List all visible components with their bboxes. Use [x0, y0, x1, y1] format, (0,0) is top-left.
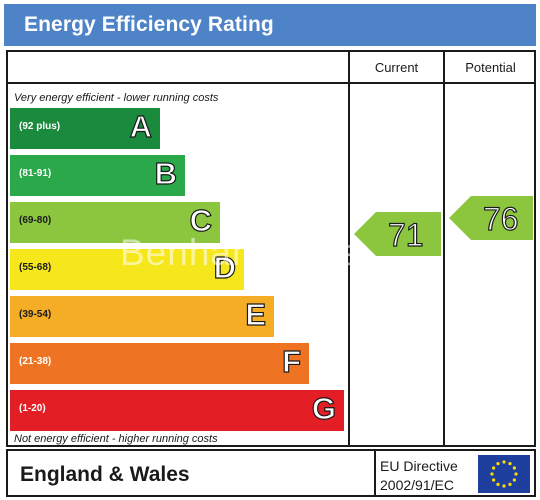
current-rating-arrow: 71	[354, 212, 441, 256]
flag-star	[502, 484, 506, 488]
rating-value-label: 71	[388, 217, 424, 253]
top-note: Very energy efficient - lower running co…	[14, 92, 219, 104]
band-a: (92 plus) A	[10, 108, 160, 149]
eu-flag-icon	[478, 455, 530, 493]
flag-star	[502, 460, 506, 464]
rating-value-label: 76	[483, 201, 519, 237]
band-letter-label: G	[311, 390, 336, 426]
potential-column-divider	[443, 52, 445, 445]
flag-star	[514, 472, 518, 476]
bottom-note: Not energy efficient - higher running co…	[14, 433, 218, 445]
header-divider	[8, 82, 534, 84]
current-column-divider	[348, 52, 350, 445]
band-range-label: (55-68)	[19, 262, 52, 273]
band-f: (21-38) F	[10, 343, 309, 384]
band-range-label: (69-80)	[19, 215, 52, 226]
current-column-header: Current	[374, 60, 419, 75]
potential-column-header: Potential	[465, 60, 516, 75]
flag-star	[492, 466, 496, 470]
band-d: (55-68) D	[10, 249, 244, 290]
rating-chart: Current Potential Very energy efficient …	[6, 50, 536, 447]
band-letter-label: E	[245, 296, 267, 332]
band-letter-label: B	[154, 155, 178, 191]
flag-star	[512, 466, 516, 470]
band-letter-label: A	[129, 108, 153, 144]
flag-star	[496, 482, 500, 486]
rating-arrow-shape	[449, 196, 533, 240]
band-range-label: (39-54)	[19, 309, 52, 320]
eu-directive-line2: 2002/91/EC	[380, 477, 454, 493]
flag-star	[508, 482, 512, 486]
band-letter-label: F	[281, 343, 301, 379]
band-range-label: (92 plus)	[19, 121, 61, 132]
flag-star	[512, 478, 516, 482]
band-c: (69-80) C	[10, 202, 220, 243]
flag-star	[508, 462, 512, 466]
band-range-label: (1-20)	[19, 403, 46, 414]
page-title: Energy Efficiency Rating	[4, 4, 536, 46]
band-b: (81-91) B	[10, 155, 185, 196]
rating-arrow-shape	[354, 212, 441, 256]
footer-divider	[374, 451, 376, 495]
eu-directive: EU Directive 2002/91/EC	[380, 457, 458, 495]
region-label: England & Wales	[20, 463, 190, 486]
flag-star	[492, 478, 496, 482]
potential-rating-arrow: 76	[449, 196, 533, 240]
footer: England & Wales EU Directive 2002/91/EC	[6, 449, 536, 497]
flag-star	[496, 462, 500, 466]
band-letter-label: C	[189, 202, 213, 238]
band-range-label: (81-91)	[19, 168, 52, 179]
band-e: (39-54) E	[10, 296, 274, 337]
band-g: (1-20) G	[10, 390, 344, 431]
eu-directive-line1: EU Directive	[380, 458, 458, 474]
band-range-label: (21-38)	[19, 356, 52, 367]
flag-star	[490, 472, 494, 476]
band-letter-label: D	[213, 249, 237, 285]
